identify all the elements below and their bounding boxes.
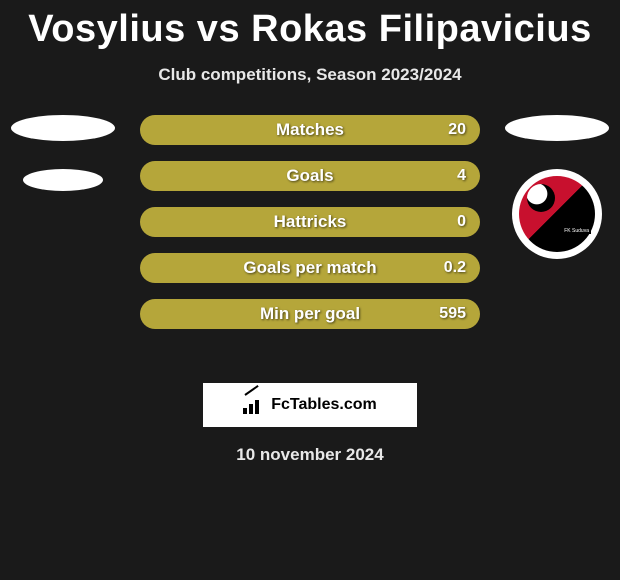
page-title: Vosylius vs Rokas Filipavicius [0, 0, 620, 51]
left-player-oval-2 [23, 169, 103, 191]
chart-icon [243, 396, 265, 414]
stat-bar: Goals 4 [140, 161, 480, 191]
stat-label: Goals [286, 166, 333, 186]
stat-bar: Goals per match 0.2 [140, 253, 480, 283]
comparison-bars: Matches 20 Goals 4 Hattricks 0 Goals per match… [140, 115, 480, 329]
stat-value-right: 4 [457, 167, 466, 185]
brand-box[interactable]: FcTables.com [203, 383, 417, 427]
date-line: 10 november 2024 [0, 445, 620, 465]
stat-value-right: 20 [448, 121, 466, 139]
left-player-oval-1 [11, 115, 115, 141]
right-player-oval-1 [505, 115, 609, 141]
stat-bar: Min per goal 595 [140, 299, 480, 329]
stat-value-right: 0 [457, 213, 466, 231]
stat-label: Hattricks [274, 212, 347, 232]
stat-label: Goals per match [243, 258, 376, 278]
soccer-ball-icon [527, 184, 555, 212]
right-player-column: FK Suduva [502, 115, 612, 259]
stat-label: Min per goal [260, 304, 360, 324]
brand-text: FcTables.com [271, 396, 377, 414]
stat-bar: Matches 20 [140, 115, 480, 145]
subtitle: Club competitions, Season 2023/2024 [0, 65, 620, 85]
comparison-content: FK Suduva Matches 20 Goals 4 Hattricks 0 Goals… [0, 115, 620, 365]
stat-value-right: 595 [439, 305, 466, 323]
stat-bar: Hattricks 0 [140, 207, 480, 237]
stat-value-right: 0.2 [444, 259, 466, 277]
stat-label: Matches [276, 120, 344, 140]
left-player-column [8, 115, 118, 219]
club-name-banner: FK Suduva [562, 228, 591, 234]
right-club-badge: FK Suduva [512, 169, 602, 259]
